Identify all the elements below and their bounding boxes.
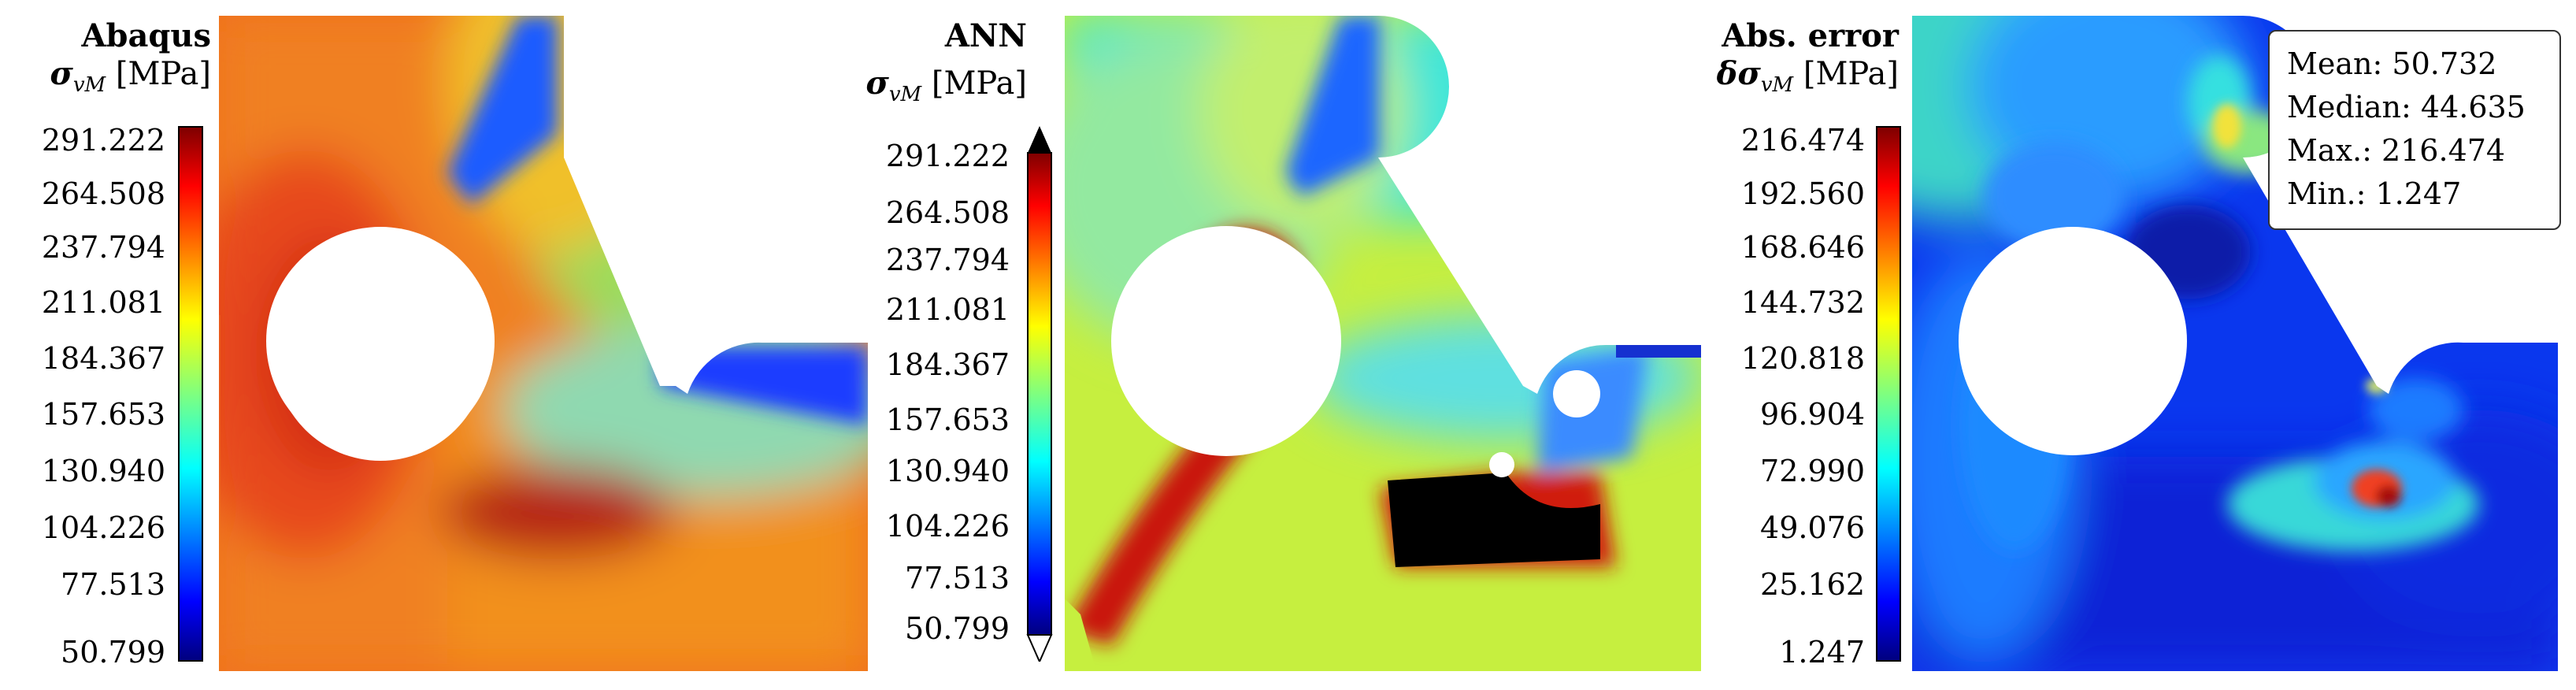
- colorbar-tick: 157.653: [885, 402, 1010, 437]
- colorbar-tick: 211.081: [885, 292, 1010, 327]
- quantity-subscript: vM: [888, 83, 922, 106]
- quantity-unit: [MPa]: [931, 65, 1027, 102]
- stat-median: Median: 44.635: [2287, 90, 2526, 124]
- colorbar-tick: 130.940: [885, 454, 1010, 488]
- stat-max: Max.: 216.474: [2287, 133, 2506, 168]
- colorbar-tick: 192.560: [1740, 176, 1865, 211]
- panel-abaqus: Abaqus σvM [MPa] 291.222 264.508 237.794…: [0, 0, 868, 690]
- colorbar-tick: 49.076: [1760, 510, 1865, 545]
- colorbar-tick: 50.799: [905, 611, 1010, 646]
- error-field-map: [1912, 16, 2558, 671]
- quantity-symbol: σ: [865, 65, 889, 102]
- colorbar-tick: 291.222: [885, 139, 1010, 173]
- quantity-subscript: vM: [72, 73, 106, 97]
- panel-title: ANN: [944, 17, 1027, 54]
- colorbar-tick: 216.474: [1740, 123, 1865, 158]
- quantity-label: σvM [MPa]: [50, 55, 211, 97]
- colorbar-tick: 211.081: [41, 285, 165, 320]
- colorbar: [178, 126, 203, 662]
- quantity-unit: [MPa]: [115, 56, 211, 92]
- quantity-label: σvM [MPa]: [865, 65, 1027, 106]
- colorbar-tick: 77.513: [905, 561, 1010, 595]
- colorbar-tick: 77.513: [61, 567, 165, 602]
- quantity-unit: [MPa]: [1803, 56, 1899, 92]
- colorbar-tick: 184.367: [41, 341, 165, 376]
- colorbar-tick: 96.904: [1760, 397, 1865, 432]
- colorbar-tick: 120.818: [1740, 341, 1865, 376]
- error-statistics-box: Mean: 50.732 Median: 44.635 Max.: 216.47…: [2268, 30, 2561, 230]
- colorbar-ticks: 291.222 264.508 237.794 211.081 184.367 …: [866, 0, 1010, 690]
- quantity-label: δσvM [MPa]: [1717, 55, 1899, 97]
- panel-title: Abaqus: [81, 17, 212, 54]
- quantity-symbol: σ: [50, 55, 73, 92]
- panel-title: Abs. error: [1722, 17, 1899, 54]
- colorbar-tick: 144.732: [1740, 285, 1865, 320]
- colorbar-tick: 168.646: [1740, 230, 1865, 265]
- colorbar-tick: 237.794: [41, 230, 165, 265]
- colorbar-tick: 25.162: [1760, 567, 1865, 602]
- colorbar-tick: 50.799: [61, 635, 165, 670]
- colorbar-ticks: 216.474 192.560 168.646 144.732 120.818 …: [1701, 0, 1865, 690]
- colorbar-tick: 1.247: [1779, 635, 1865, 670]
- stat-mean: Mean: 50.732: [2287, 46, 2497, 81]
- stat-min: Min.: 1.247: [2287, 176, 2462, 211]
- colorbar-tick: 157.653: [41, 397, 165, 432]
- quantity-subscript: vM: [1760, 73, 1794, 97]
- colorbar-tick: 264.508: [41, 176, 165, 211]
- colorbar-tick: 291.222: [41, 123, 165, 158]
- panel-ann: ANN σvM [MPa] 291.222 264.508 237.794 21…: [865, 0, 1701, 690]
- colorbar-tick: 104.226: [41, 510, 165, 545]
- colorbar-tick: 72.990: [1760, 454, 1865, 488]
- colorbar-tick: 104.226: [885, 509, 1010, 543]
- colorbar-tick: 130.940: [41, 454, 165, 488]
- colorbar-ticks: 291.222 264.508 237.794 211.081 184.367 …: [0, 0, 165, 690]
- colorbar-tick: 264.508: [885, 195, 1010, 230]
- colorbar-tick: 184.367: [885, 347, 1010, 382]
- colorbar-tick: 237.794: [885, 243, 1010, 277]
- panel-abs-error: Abs. error δσvM [MPa] 216.474 192.560 16…: [1701, 0, 2576, 690]
- stress-field-map: [1065, 16, 1701, 671]
- colorbar: [1026, 126, 1053, 662]
- colorbar: [1876, 126, 1901, 662]
- stress-field-map: [219, 16, 868, 671]
- quantity-symbol: δσ: [1716, 55, 1761, 92]
